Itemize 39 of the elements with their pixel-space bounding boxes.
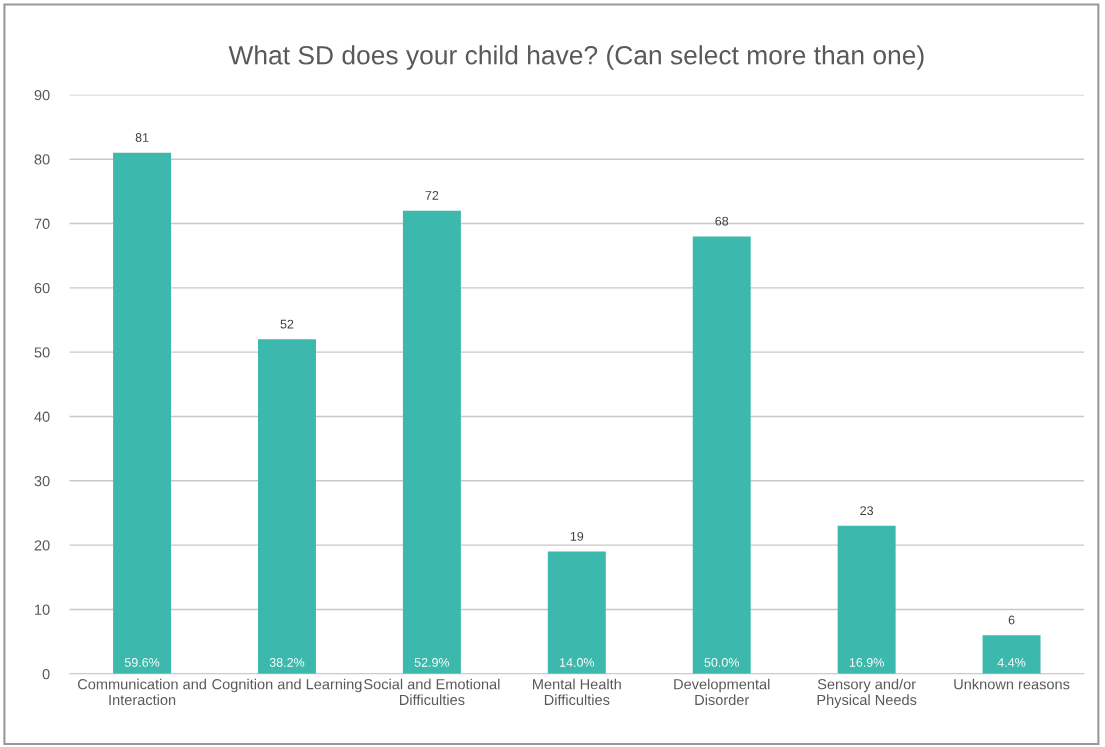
bar <box>547 551 606 674</box>
annotation: 50.0% <box>704 658 739 667</box>
annotation: 52.9% <box>414 658 450 667</box>
x-tick-label: Social and Emotional Difficulties <box>364 678 500 706</box>
y-tick-label: 90 <box>34 89 50 101</box>
data-label: 23 <box>860 506 874 516</box>
bar <box>113 152 172 674</box>
bar <box>837 525 896 674</box>
y-tick-label: 60 <box>34 282 50 294</box>
y-tick-label: 10 <box>35 604 50 615</box>
y-tick-label: 30 <box>34 475 50 487</box>
bar <box>258 339 316 674</box>
data-label: 6 <box>1008 615 1015 625</box>
x-tick-label: Mental Health Difficulties <box>533 678 621 706</box>
y-tick-label: 50 <box>34 347 50 358</box>
y-tick-label: 80 <box>34 154 50 165</box>
x-tick-label: Unknown reasons <box>954 678 1070 690</box>
data-label: 52 <box>280 319 294 329</box>
data-label: 68 <box>715 216 729 226</box>
x-tick-label: Cognition and Learning <box>212 678 362 693</box>
data-label: 81 <box>135 133 149 142</box>
bar <box>402 210 461 674</box>
x-tick-label: Sensory and/or Physical Needs <box>817 678 917 708</box>
y-tick-label: 40 <box>34 411 50 422</box>
data-label: 72 <box>425 191 439 200</box>
y-tick-label: 20 <box>34 540 50 551</box>
y-tick-label: 0 <box>42 668 50 680</box>
annotation: 14.0% <box>560 658 595 667</box>
bar <box>982 635 1041 674</box>
bar <box>692 236 751 674</box>
y-tick-label: 70 <box>34 218 50 229</box>
x-tick-label: Communication and Interaction <box>77 678 206 706</box>
data-label: 19 <box>570 531 584 541</box>
annotation: 59.6% <box>124 658 160 667</box>
x-tick-label: Developmental Disorder <box>674 678 770 706</box>
annotation: 38.2% <box>269 658 305 667</box>
annotation: 16.9% <box>849 658 884 667</box>
chart-title: What SD does your child have? (Can select more than one) <box>228 45 924 70</box>
annotation: 4.4% <box>997 658 1026 667</box>
